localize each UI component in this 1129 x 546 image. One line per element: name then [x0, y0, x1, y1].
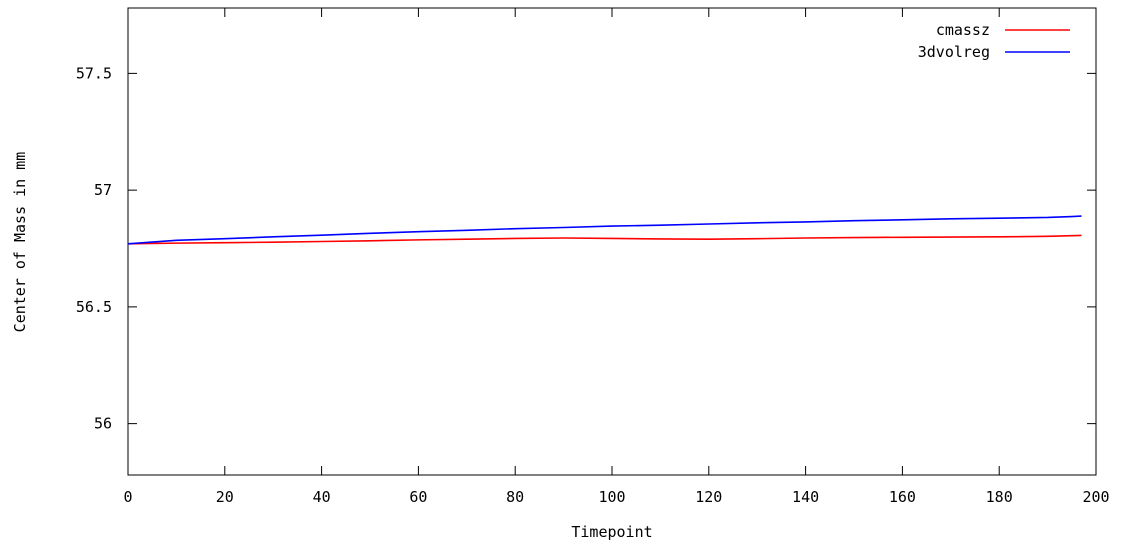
y-tick-label: 57.5 [76, 64, 112, 82]
x-tick-label: 160 [889, 488, 916, 506]
legend-label: 3dvolreg [918, 43, 990, 61]
x-tick-label: 200 [1082, 488, 1109, 506]
x-tick-label: 140 [792, 488, 819, 506]
y-axis-label: Center of Mass in mm [11, 152, 29, 333]
series-line-cmassz [127, 234, 1082, 245]
x-tick-label: 60 [409, 488, 427, 506]
x-tick-label: 120 [695, 488, 722, 506]
x-tick-label: 20 [216, 488, 234, 506]
x-tick-label: 40 [313, 488, 331, 506]
x-tick-label: 100 [598, 488, 625, 506]
y-tick-label: 57 [94, 181, 112, 199]
x-axis-ticks: 0 20 40 60 80 100 120 140 160 180 200 [123, 8, 1110, 506]
x-tick-label: 80 [506, 488, 524, 506]
series-line-3dvolreg [127, 215, 1082, 245]
x-tick-label: 180 [986, 488, 1013, 506]
x-tick-label: 0 [123, 488, 132, 506]
y-tick-label: 56 [94, 415, 112, 433]
series-lines [127, 215, 1082, 245]
legend-label: cmassz [936, 21, 990, 39]
y-axis-ticks: 56 56.5 57 57.5 [76, 64, 1096, 433]
legend: cmassz 3dvolreg [918, 21, 1070, 61]
y-tick-label: 56.5 [76, 298, 112, 316]
x-axis-label: Timepoint [571, 523, 652, 541]
